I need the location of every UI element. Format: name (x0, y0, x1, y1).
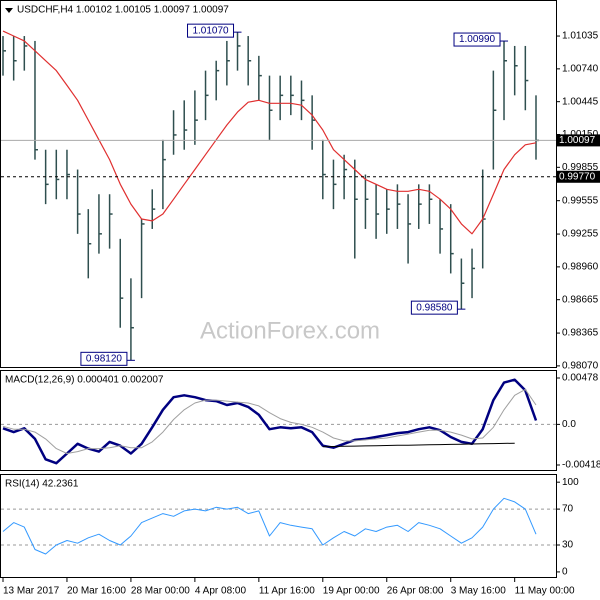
level-label-box (556, 170, 600, 183)
x-tick-label: 13 Mar 2017 (3, 586, 60, 597)
y-tick-label: 1.00740 (562, 64, 599, 75)
price-label: 1.00097 (559, 135, 596, 146)
y-tick-label: 0.98665 (562, 294, 599, 305)
series-line (2, 388, 537, 454)
y-tick-label: -0.004185 (562, 460, 600, 471)
price-panel (0, 0, 557, 368)
y-tick-label: 0.98960 (562, 262, 599, 273)
y-tick-label: 30 (562, 540, 574, 551)
rsi-panel (0, 474, 557, 578)
y-tick-label: 0.98070 (562, 361, 599, 372)
moving-average (2, 30, 537, 235)
y-tick-label: 70 (562, 504, 574, 515)
y-tick-label: 1.01035 (562, 31, 599, 42)
annotation-label: 0.98120 (86, 353, 123, 364)
y-tick-label: 0.0 (562, 419, 576, 430)
annotation-box (453, 32, 501, 47)
y-tick-label: 0.99255 (562, 229, 599, 240)
annotation-label: 0.98580 (416, 302, 453, 313)
annotation-box (187, 23, 235, 38)
x-tick-label: 3 May 16:00 (451, 586, 506, 597)
y-tick-label: 0.00478 (562, 373, 599, 384)
series-line (322, 442, 515, 448)
y-tick-label: 0 (562, 567, 568, 578)
annotation-box (410, 300, 458, 315)
macd-panel (0, 370, 557, 471)
level-label: 0.99770 (559, 171, 596, 182)
annotation-label: 1.01070 (192, 25, 229, 36)
x-tick-label: 20 Mar 16:00 (67, 586, 126, 597)
x-tick-label: 11 May 00:00 (515, 586, 575, 597)
x-tick-label: 19 Apr 00:00 (323, 586, 380, 597)
x-tick-label: 4 Apr 08:00 (195, 586, 247, 597)
annotation-label: 1.00990 (459, 34, 496, 45)
y-tick-label: 100 (562, 477, 579, 488)
x-tick-label: 11 Apr 16:00 (259, 586, 315, 597)
price-title: USDCHF,H4 1.00102 1.00105 1.00097 1.0009… (17, 5, 229, 16)
y-tick-label: 0.99855 (562, 162, 599, 173)
x-tick-label: 28 Mar 00:00 (131, 586, 190, 597)
annotation-box (80, 351, 128, 366)
y-tick-label: 0.99555 (562, 195, 599, 206)
y-tick-label: 0.98365 (562, 328, 599, 339)
series-line (2, 378, 538, 465)
watermark: ActionForex.com (200, 317, 380, 344)
y-tick-label: 1.00445 (562, 96, 599, 107)
price-label-box (556, 134, 600, 147)
macd-title: MACD(12,26,9) 0.000401 0.002007 (5, 375, 164, 386)
x-tick-label: 26 Apr 08:00 (387, 586, 444, 597)
symbol-icon (5, 8, 13, 13)
series-line (2, 497, 537, 555)
rsi-title: RSI(14) 42.2361 (5, 479, 79, 490)
